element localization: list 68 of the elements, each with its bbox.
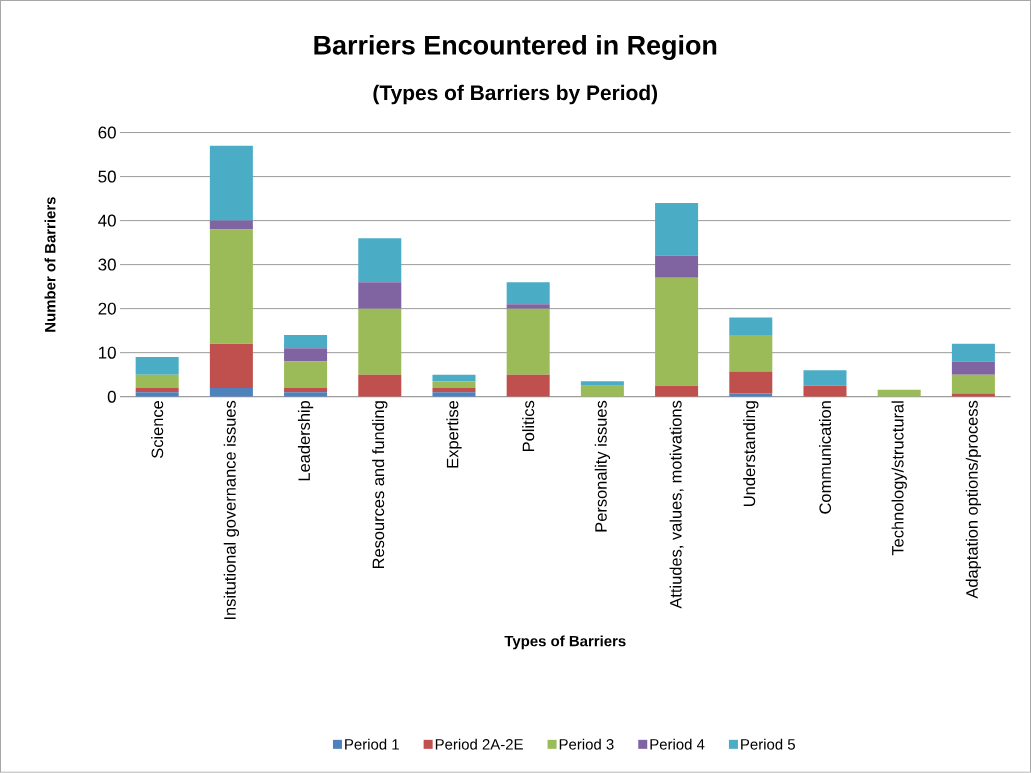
bar	[729, 317, 773, 336]
y-axis-title: Number of Barriers	[44, 197, 56, 332]
bar	[358, 374, 402, 397]
bar	[580, 385, 624, 397]
bar	[655, 255, 699, 278]
bar	[506, 374, 550, 397]
x-tick-label: Understanding	[743, 401, 759, 506]
y-tick-label: 20	[98, 302, 116, 315]
bar	[803, 370, 847, 386]
bar	[209, 220, 253, 230]
chart-title: Barriers Encountered in Region	[314, 34, 717, 61]
bar	[135, 392, 179, 397]
x-tick-label: Adaptation options/process	[965, 400, 982, 599]
bar	[358, 238, 402, 283]
bar	[209, 145, 253, 221]
bar	[358, 308, 402, 375]
bar	[284, 361, 328, 388]
bar	[729, 371, 773, 394]
bar	[951, 374, 995, 394]
bar	[506, 304, 550, 309]
x-tick-label: Personality issues	[594, 400, 611, 532]
x-tick-label: Leadership	[297, 400, 314, 481]
bar	[209, 343, 253, 388]
bar	[135, 387, 179, 393]
x-tick-label: Science	[151, 401, 164, 459]
bar	[580, 381, 624, 386]
x-axis-title: Types of Barriers	[504, 635, 626, 650]
bar	[284, 387, 328, 393]
bar	[951, 361, 995, 375]
bar	[284, 348, 328, 362]
bar	[135, 374, 179, 388]
legend-label: Period 3	[559, 738, 614, 750]
legend-label: Period 4	[650, 738, 705, 750]
x-tick-label: Communication	[818, 401, 832, 514]
x-tick-label: Insitutional governance issues	[223, 400, 240, 620]
chart-subtitle: (Types of Barriers by Period)	[373, 84, 658, 105]
legend-label: Period 5	[741, 738, 795, 750]
bar	[729, 335, 773, 372]
y-tick-label: 10	[98, 346, 116, 359]
y-tick-label: 0	[107, 390, 116, 403]
bar	[284, 335, 328, 349]
y-tick-label: 60	[98, 126, 116, 139]
bar	[655, 203, 699, 256]
x-tick-label: Expertise	[446, 401, 462, 468]
bar	[432, 381, 476, 388]
bar	[432, 387, 476, 393]
bar	[209, 387, 253, 397]
bar	[655, 277, 699, 386]
bar	[135, 357, 179, 375]
y-tick-label: 40	[98, 214, 116, 227]
bar	[432, 392, 476, 397]
x-tick-label: Resources and funding	[372, 401, 388, 569]
bar	[803, 385, 847, 397]
bar	[506, 282, 550, 305]
bar	[655, 385, 699, 397]
x-tick-label: Technology/structural	[891, 401, 907, 556]
bar	[432, 374, 476, 382]
bar	[358, 282, 402, 309]
y-tick-label: 50	[98, 170, 116, 183]
x-tick-label: Politics	[522, 400, 535, 452]
bar	[506, 308, 550, 375]
x-tick-label: Attiudes, values, motivations	[669, 400, 684, 609]
legend-label: Period 1	[345, 738, 399, 750]
legend-label: Period 2A-2E	[435, 738, 523, 750]
y-tick-label: 30	[98, 258, 116, 271]
bar	[209, 229, 253, 344]
bar	[951, 343, 995, 362]
bar	[284, 392, 328, 397]
